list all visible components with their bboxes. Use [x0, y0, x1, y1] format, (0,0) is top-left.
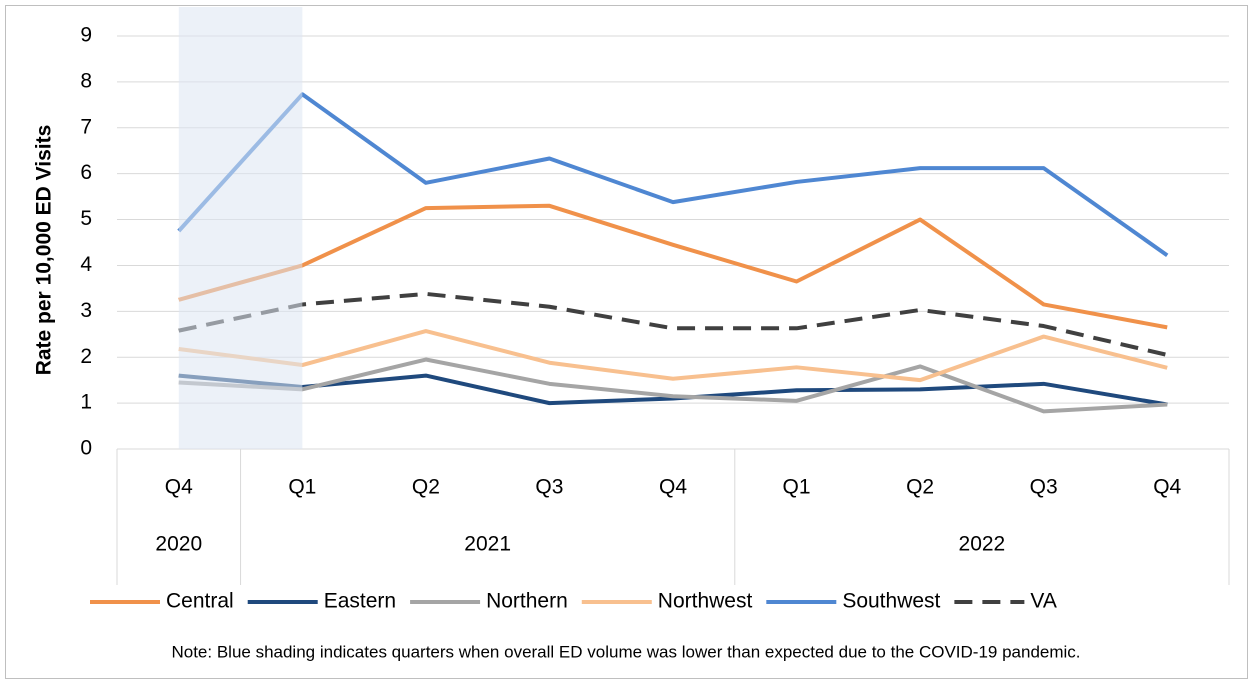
- y-tick-label: 8: [80, 69, 92, 92]
- series-line: [178, 203, 1168, 330]
- x-tick-label: Q3: [1030, 476, 1058, 499]
- legend-label: Southwest: [842, 590, 940, 613]
- x-tick-label: Q4: [165, 476, 193, 499]
- x-group-label: 2022: [959, 533, 1006, 556]
- y-tick-label: 3: [80, 299, 92, 322]
- series-line: [177, 92, 1169, 257]
- y-tick-label: 2: [80, 345, 92, 368]
- series-line: [178, 329, 1168, 383]
- legend-label: Northern: [486, 590, 568, 613]
- y-tick-label: 0: [80, 437, 92, 460]
- y-tick-label: 6: [80, 161, 92, 184]
- x-group-label: 2020: [155, 533, 202, 556]
- legend-label: VA: [1030, 590, 1056, 613]
- x-tick-label: Q4: [1153, 476, 1181, 499]
- y-tick-label: 7: [80, 115, 92, 138]
- y-tick-label: 9: [80, 24, 92, 47]
- y-tick-label: 4: [80, 253, 92, 276]
- note: Note: Blue shading indicates quarters wh…: [171, 642, 1080, 661]
- legend-label: Eastern: [324, 590, 396, 613]
- x-tick-label: Q2: [906, 476, 934, 499]
- x-tick-label: Q1: [783, 476, 811, 499]
- legend-label: Northwest: [658, 590, 753, 613]
- y-tick-label: 1: [80, 391, 92, 414]
- x-tick-label: Q1: [288, 476, 316, 499]
- series-line: [178, 373, 1168, 407]
- shade: [178, 7, 303, 449]
- x-tick-label: Q3: [535, 476, 563, 499]
- y-axis-title: Rate per 10,000 ED Visits: [33, 125, 56, 376]
- legend-label: Central: [166, 590, 234, 613]
- x-tick-label: Q4: [659, 476, 687, 499]
- x-tick-label: Q2: [412, 476, 440, 499]
- y-tick-label: 5: [80, 207, 92, 230]
- x-group-label: 2021: [464, 533, 511, 556]
- series-line: [178, 357, 1168, 414]
